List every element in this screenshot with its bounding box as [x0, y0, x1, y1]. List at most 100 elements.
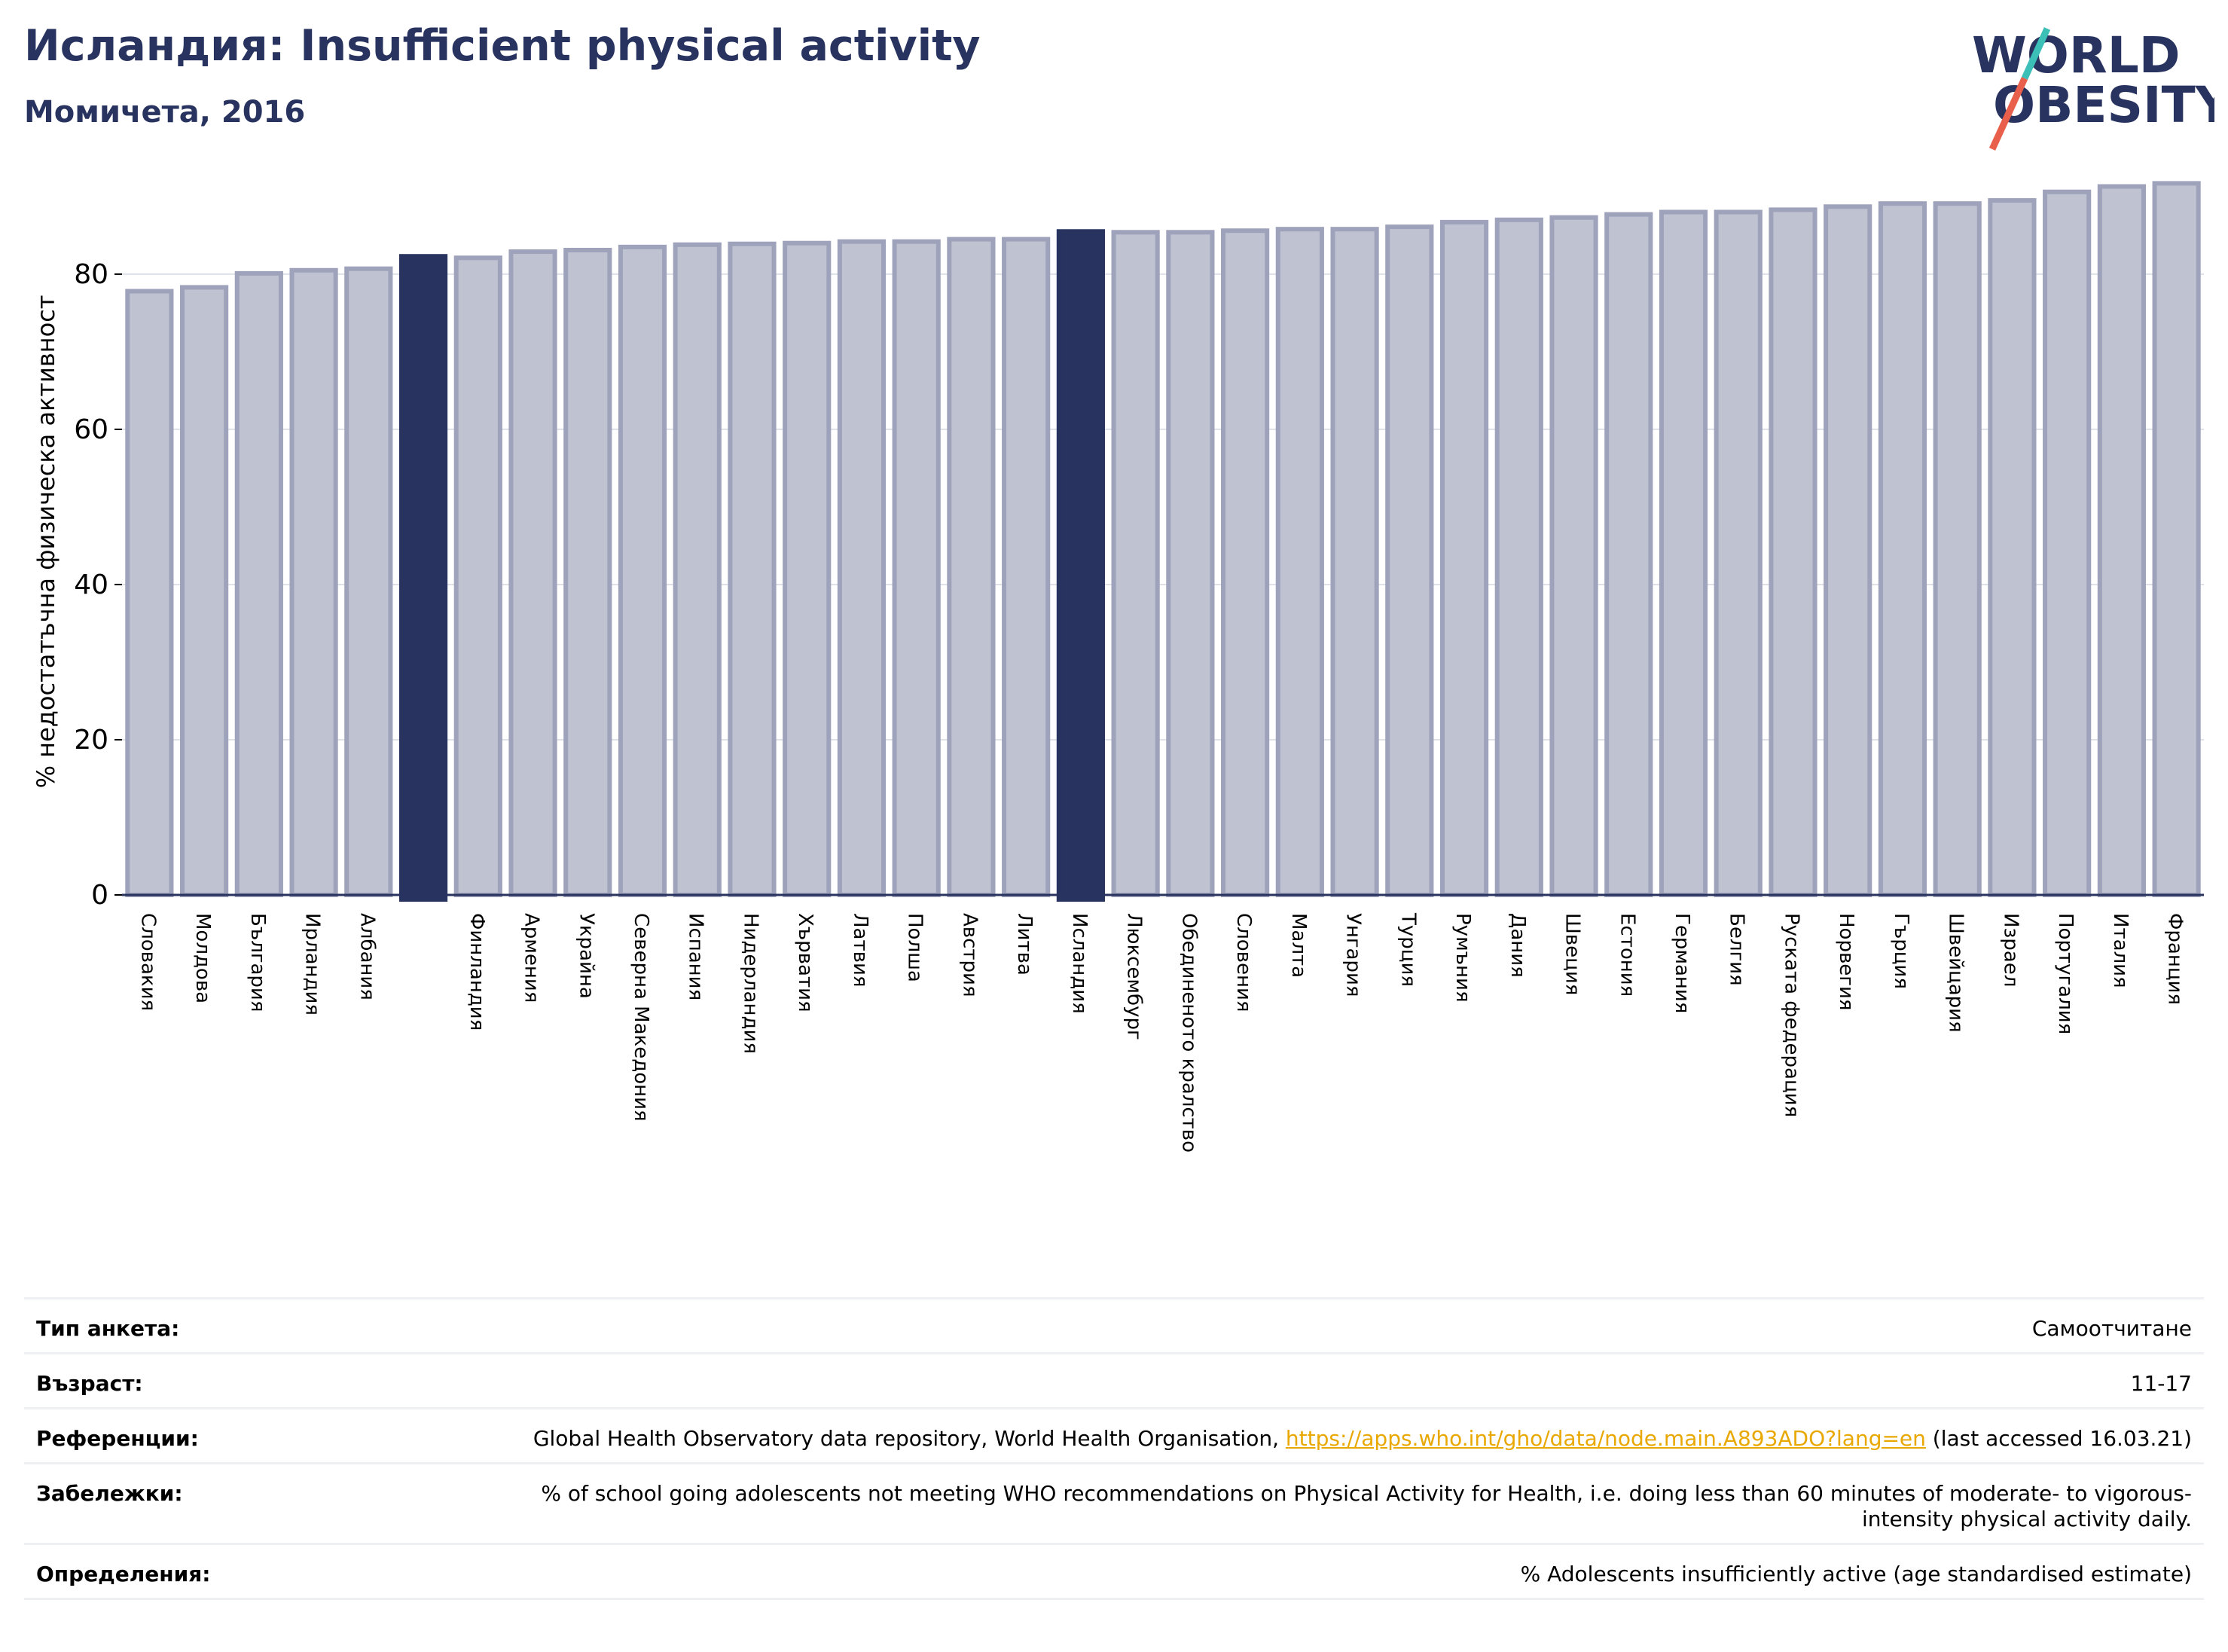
reference-link[interactable]: https://apps.who.int/gho/data/node.main.… [1285, 1426, 1926, 1451]
x-tick-label: Австрия [958, 913, 981, 997]
x-tick-label: Нидерландия [739, 913, 761, 1054]
bars-layer [125, 181, 2201, 902]
x-tick-label: Франция [2164, 913, 2187, 1005]
x-tick-label: Албания [356, 913, 378, 1000]
x-tick-label: Унгария [1342, 913, 1365, 997]
y-tick-label: 0 [91, 880, 108, 911]
x-tick-label: Ирландия [301, 913, 324, 1015]
bar [398, 254, 448, 902]
x-tick-label: Израел [1999, 913, 2022, 987]
bar [1494, 217, 1543, 897]
bar [344, 266, 393, 897]
bar [618, 244, 667, 897]
bar [947, 237, 996, 897]
info-row-references: Референции: Global Health Observatory da… [24, 1407, 2204, 1462]
bar [2097, 184, 2146, 897]
bar [673, 242, 722, 897]
x-tick-label: Белгия [1726, 913, 1748, 986]
x-tick-label: Германия [1671, 913, 1693, 1013]
info-value: % Adolescents insufficiently active (age… [1520, 1562, 2192, 1586]
bar [728, 241, 777, 897]
bar [1166, 230, 1215, 898]
logo-text-obesity: OBESITY [1993, 76, 2214, 134]
bar [1604, 212, 1653, 897]
x-tick-label: Португалия [2054, 913, 2077, 1034]
info-label: Възраст: [36, 1371, 143, 1396]
x-tick-label: Словения [1232, 913, 1255, 1012]
bar [783, 240, 832, 898]
bar [1933, 201, 1982, 897]
info-value: 11-17 [2130, 1371, 2192, 1396]
bar-chart: Словакия Молдова България Ирландия Албания Фи… [32, 181, 2204, 1153]
y-tick-label: 40 [74, 569, 108, 600]
info-label: Определения: [36, 1562, 211, 1586]
logo-slash-teal [2021, 27, 2051, 80]
y-tick-labels: 0 20 40 60 80 [74, 259, 122, 911]
reference-suffix: (last accessed 16.03.21) [1925, 1426, 2192, 1451]
x-tick-label: Дания [1506, 913, 1529, 978]
page-title: Исландия: Insufficient physical activity [24, 21, 981, 71]
y-tick-label: 80 [74, 259, 108, 290]
x-tick-label: Гърция [1890, 913, 1912, 989]
bar [563, 247, 612, 897]
bar [234, 270, 283, 898]
info-value: Самоотчитане [2031, 1316, 2192, 1341]
bar [1659, 209, 1708, 897]
bar [180, 285, 229, 898]
bar [508, 249, 557, 898]
x-tick-label: Руската федерация [1780, 913, 1802, 1117]
info-row-age: Възраст: 11-17 [24, 1352, 2204, 1407]
bar [1056, 229, 1105, 902]
x-tick-label: Италия [2109, 913, 2132, 988]
bar [1824, 204, 1872, 897]
bar [2152, 181, 2201, 897]
x-tick-label: Люксембург [1123, 913, 1146, 1040]
bar [1769, 207, 1817, 897]
reference-text: Global Health Observatory data repositor… [533, 1426, 1286, 1451]
x-tick-label: Украйна [575, 913, 597, 999]
info-label: Забележки: [36, 1481, 183, 1506]
bar [1002, 237, 1051, 897]
x-tick-label: Естония [1616, 913, 1638, 997]
bar [1111, 230, 1160, 898]
y-tick-label: 60 [74, 414, 108, 445]
bar [1439, 219, 1489, 897]
bar [1878, 201, 1927, 897]
x-tick-label: Малта [1287, 913, 1310, 978]
info-label: Тип анкета: [36, 1316, 180, 1341]
x-tick-label: Обединеното кралство [1177, 913, 1200, 1153]
x-tick-label: Швеция [1561, 913, 1584, 995]
bar [1988, 198, 2037, 897]
info-label: Референции: [36, 1426, 199, 1451]
x-tick-label: Полша [904, 913, 926, 982]
bar [453, 255, 502, 897]
bar [2043, 189, 2092, 897]
x-tick-label: България [246, 913, 269, 1012]
x-tick-label: Северна Македония [630, 913, 652, 1122]
x-tick-label: Хърватия [794, 913, 816, 1012]
x-tick-label: Исландия [1068, 913, 1091, 1014]
x-tick-label: Молдова [191, 913, 214, 1003]
bar [1549, 215, 1598, 897]
bar [1275, 227, 1324, 898]
x-tick-label: Литва [1013, 913, 1036, 976]
x-tick-label: Словакия [136, 913, 159, 1011]
bar [289, 267, 338, 897]
bar [1714, 209, 1763, 897]
x-tick-label: Латвия [849, 913, 871, 988]
info-value: Global Health Observatory data repositor… [533, 1426, 2192, 1452]
logo-slash-red [1988, 77, 2028, 151]
x-tick-label: Армения [520, 913, 543, 1003]
bar [1221, 228, 1270, 897]
logo-text-world: WORLD [1972, 26, 2181, 84]
bar [837, 239, 887, 897]
x-tick-label: Норвегия [1835, 913, 1857, 1010]
info-row-definitions: Определения: % Adolescents insufficientl… [24, 1543, 2204, 1600]
info-value: % of school going adolescents not meetin… [541, 1481, 2192, 1531]
x-tick-label: Румъния [1451, 913, 1474, 1003]
x-tick-label: Испания [685, 913, 707, 1000]
info-row-notes: Забележки: % of school going adolescents… [24, 1462, 2204, 1543]
x-tick-label: Швейцария [1945, 913, 1967, 1033]
y-axis-label: % недостатъчна физическа активност [32, 295, 60, 789]
page-subtitle: Момичета, 2016 [24, 95, 306, 130]
